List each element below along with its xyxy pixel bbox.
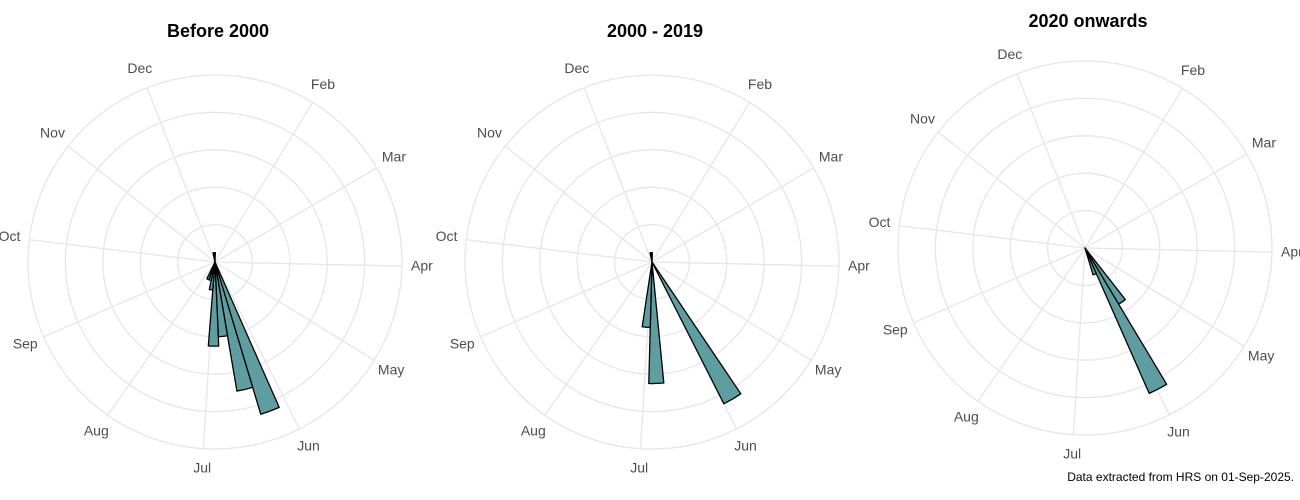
x-tick-label: Mar	[382, 149, 406, 165]
grid-spoke	[1084, 247, 1245, 347]
grid-spoke	[214, 261, 375, 361]
grid-spoke	[544, 261, 653, 416]
grid-spoke	[480, 261, 653, 338]
chart-title: Before 2000	[167, 21, 269, 41]
x-tick-label: Aug	[954, 408, 979, 424]
grid-spoke	[29, 239, 216, 263]
grid-circle	[1009, 172, 1161, 324]
x-tick-label: Oct	[869, 214, 891, 230]
chart-title: 2020 onwards	[1028, 11, 1147, 31]
grid-spoke	[651, 261, 839, 267]
grid-circle	[501, 111, 803, 413]
grid-circle	[972, 135, 1198, 361]
grid-spoke	[899, 225, 1086, 249]
x-tick-label: Dec	[997, 46, 1022, 62]
grid-spoke	[913, 247, 1086, 324]
x-tick-label: Jun	[1167, 423, 1190, 439]
grid-spoke	[214, 261, 301, 430]
x-tick-label: Nov	[40, 124, 65, 140]
polar-chart: Before 2000 Feb Mar Apr May Jun Jul Aug Sep Oct No…	[0, 21, 433, 476]
grid-spoke	[937, 131, 1086, 249]
grid-spoke	[651, 102, 751, 263]
grid-spoke	[977, 247, 1086, 402]
x-tick-label: May	[1248, 347, 1274, 363]
grid-circle	[64, 111, 366, 413]
grid-spoke	[1072, 247, 1086, 435]
x-tick-label: Mar	[1252, 135, 1276, 151]
x-tick-label: Oct	[436, 228, 458, 244]
grid-spoke	[466, 239, 653, 263]
bar	[207, 261, 220, 347]
grid-spoke	[107, 261, 216, 416]
x-tick-label: Apr	[1281, 243, 1300, 259]
grid-circle	[27, 74, 403, 450]
grid-circle	[102, 149, 328, 375]
grid-spoke	[214, 261, 402, 267]
x-tick-label: Jun	[734, 437, 757, 453]
bar	[1084, 247, 1126, 305]
grid-circle	[464, 74, 840, 450]
x-tick-label: Feb	[1181, 62, 1205, 78]
grid-spoke	[504, 145, 653, 263]
grid-circle	[934, 97, 1236, 399]
bar	[1084, 247, 1097, 276]
grid-spoke	[43, 261, 216, 338]
grid-circle	[897, 60, 1273, 436]
x-tick-label: Sep	[883, 322, 908, 338]
x-tick-label: Feb	[748, 76, 772, 92]
bar	[651, 261, 742, 405]
bar	[206, 261, 216, 281]
x-tick-label: Aug	[521, 422, 546, 438]
x-tick-label: Sep	[450, 336, 475, 352]
bar	[1084, 247, 1168, 395]
x-tick-label: Feb	[311, 76, 335, 92]
x-tick-label: Jun	[297, 437, 320, 453]
x-tick-label: Mar	[819, 149, 843, 165]
grid-spoke	[214, 167, 377, 263]
grid-spoke	[651, 167, 814, 263]
x-tick-label: Sep	[13, 336, 38, 352]
x-tick-label: Jul	[193, 459, 211, 475]
bar	[641, 261, 653, 329]
x-tick-label: May	[378, 361, 404, 377]
bar	[650, 252, 653, 263]
grid-spoke	[1084, 88, 1184, 249]
x-tick-label: Jul	[1063, 445, 1081, 461]
grid-spoke	[67, 145, 216, 263]
grid-spoke	[1084, 247, 1272, 253]
polar-chart: 2000 - 2019 Feb Mar Apr May Jun Jul Aug Sep Oct No…	[436, 21, 871, 476]
grid-spoke	[1016, 73, 1086, 249]
grid-spoke	[1084, 153, 1247, 249]
grid-spoke	[651, 261, 812, 361]
grid-spoke	[214, 102, 314, 263]
x-tick-label: Dec	[564, 60, 589, 76]
bar	[648, 261, 665, 385]
grid-spoke	[583, 87, 653, 263]
bar	[214, 261, 280, 415]
chart-title: 2000 - 2019	[607, 21, 703, 41]
x-tick-label: Jul	[630, 459, 648, 475]
grid-spoke	[146, 87, 216, 263]
x-tick-label: Apr	[411, 257, 433, 273]
grid-circle	[1046, 209, 1124, 287]
x-tick-label: Nov	[477, 124, 502, 140]
polar-chart: 2020 onwards Feb Mar Apr May Jun Jul Aug Sep Oct N…	[869, 11, 1300, 462]
caption: Data extracted from HRS on 01-Sep-2025.	[1067, 470, 1294, 484]
x-tick-label: Aug	[84, 422, 109, 438]
bar	[213, 252, 216, 263]
bar	[214, 261, 254, 392]
x-tick-label: Apr	[848, 257, 870, 273]
x-tick-label: May	[815, 361, 841, 377]
x-tick-label: Dec	[127, 60, 152, 76]
x-tick-label: Oct	[0, 228, 20, 244]
x-tick-label: Nov	[910, 110, 935, 126]
